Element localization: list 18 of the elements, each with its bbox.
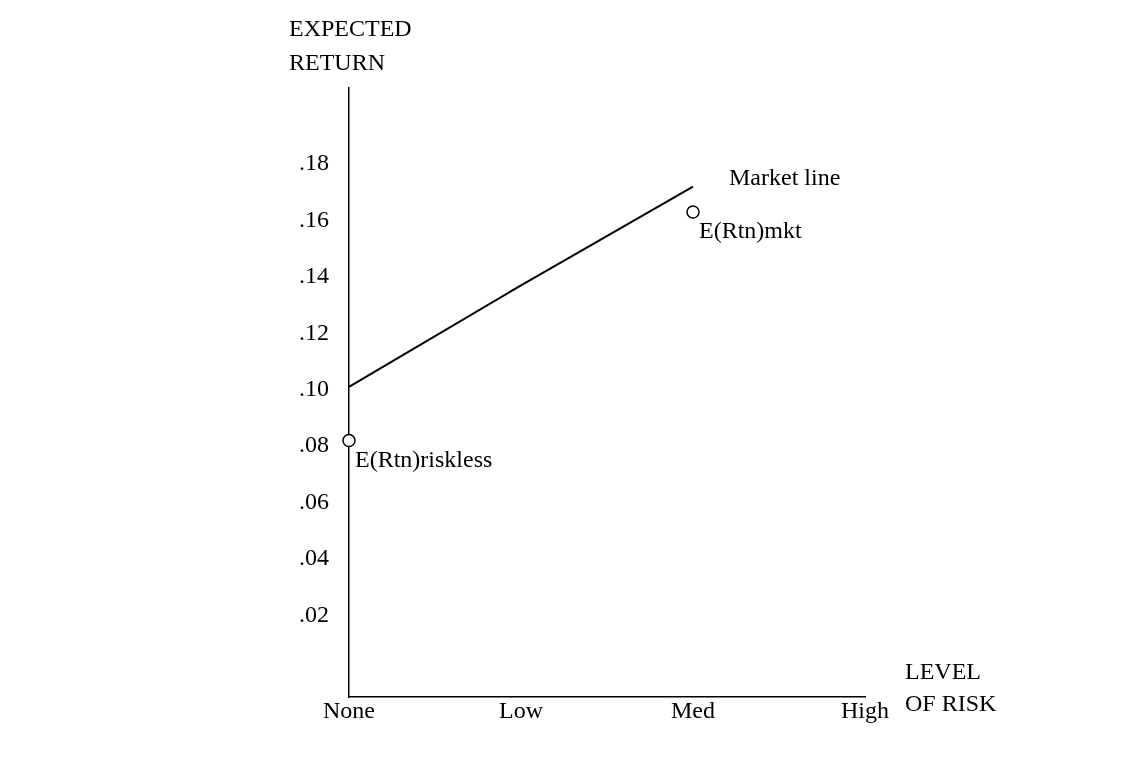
y-tick-label: .14	[299, 262, 329, 289]
y-tick-label: .04	[299, 544, 329, 571]
x-tick-label: None	[323, 696, 375, 723]
y-tick-label: .16	[299, 205, 329, 232]
y-tick-label: .08	[299, 431, 329, 458]
x-tick-label: High	[841, 696, 889, 723]
y-axis-title: EXPECTED RETURN	[289, 15, 412, 76]
y-tick-label: .18	[299, 149, 329, 176]
x-tick-label: Med	[671, 696, 715, 723]
y-tick-label: .10	[299, 374, 329, 401]
y-tick-label: .12	[299, 318, 329, 345]
x-axis-title: LEVEL OF RISK	[905, 658, 998, 717]
annotation: E(Rtn)riskless	[355, 445, 493, 472]
annotation: E(Rtn)mkt	[699, 217, 802, 244]
y-tick-label: .06	[299, 487, 329, 514]
y-tick-label: .02	[299, 600, 329, 627]
series-label: Market line	[729, 163, 841, 190]
x-tick-label: Low	[499, 696, 544, 723]
